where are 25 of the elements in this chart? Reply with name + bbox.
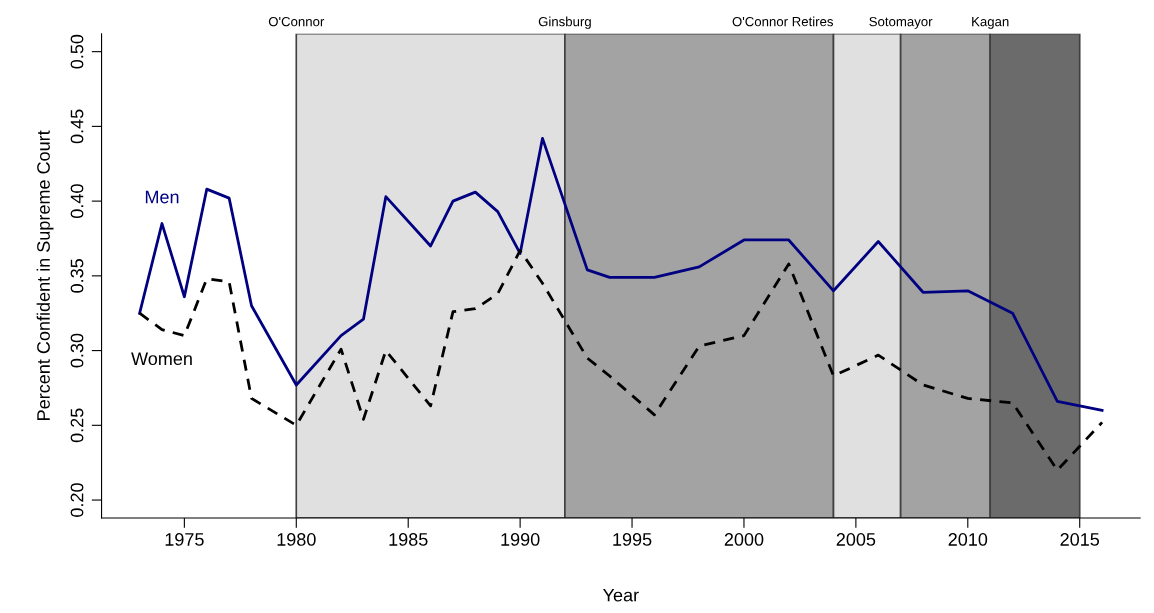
x-tick-label: 1985 — [389, 533, 428, 546]
y-axis-title: Percent Confident in Supreme Court — [36, 130, 54, 420]
y-tick-label: 0.30 — [70, 333, 84, 368]
series-label: Men — [145, 190, 179, 204]
band-label: Ginsburg — [538, 16, 591, 29]
y-tick-label: 0.50 — [70, 34, 84, 69]
x-tick-label: 1975 — [165, 533, 204, 546]
band-label: O'Connor — [268, 16, 325, 27]
y-tick-label: 0.45 — [70, 109, 84, 144]
band-label: Kagan — [972, 17, 1009, 29]
series-label: Women — [131, 352, 192, 366]
band-label: O'Connor Retires — [732, 16, 834, 27]
x-axis-title: Year — [603, 588, 639, 602]
y-tick-label: 0.20 — [70, 483, 84, 517]
y-tick-label: 0.25 — [70, 408, 84, 443]
x-tick-label: 2015 — [1060, 533, 1100, 546]
x-tick-label: 1990 — [501, 533, 540, 546]
band-label: Sotomayor — [869, 16, 933, 29]
y-tick-label: 0.40 — [70, 184, 84, 218]
x-tick-label: 1980 — [277, 533, 316, 546]
y-tick-label: 0.35 — [70, 259, 84, 293]
x-tick-label: 2005 — [836, 533, 876, 546]
x-tick-label: 2010 — [948, 533, 988, 546]
x-tick-label: 1995 — [613, 533, 652, 546]
x-tick-label: 2000 — [724, 533, 764, 546]
